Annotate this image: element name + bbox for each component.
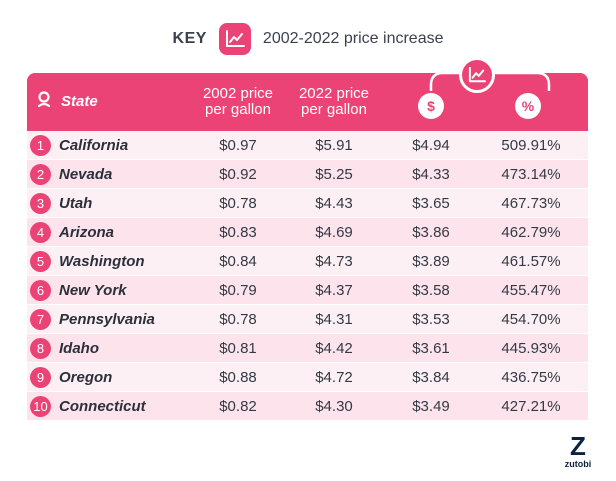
price-2022: $4.37: [315, 282, 353, 299]
increase-percent: 509.91%: [501, 137, 561, 154]
increase-dollar: $3.61: [412, 340, 450, 357]
increase-dollar: $3.65: [412, 195, 450, 212]
table-row: 8 Idaho $0.81 $4.42 $3.61 445.93%: [27, 334, 588, 363]
increase-dollar: $3.86: [412, 224, 450, 241]
increase-dollar: $3.89: [412, 253, 450, 270]
increase-dollar: $3.84: [412, 369, 450, 386]
rank-badge: 9: [30, 367, 51, 388]
increase-percent: 467.73%: [501, 195, 561, 212]
table-row: 10 Connecticut $0.82 $4.30 $3.49 427.21%: [27, 392, 588, 421]
increase-percent: 455.47%: [501, 282, 561, 299]
state-name: Connecticut: [59, 398, 146, 415]
increase-percent: 454.70%: [501, 311, 561, 328]
price-2022: $5.91: [315, 137, 353, 154]
header-2022: 2022 price per gallon: [289, 86, 379, 118]
price-2002: $0.84: [219, 253, 257, 270]
rank-badge: 2: [30, 164, 51, 185]
rank-badge: 10: [30, 396, 51, 417]
table-row: 1 California $0.97 $5.91 $4.94 509.91%: [27, 131, 588, 160]
header-2002: 2002 price per gallon: [193, 86, 283, 118]
state-name: Utah: [59, 195, 93, 212]
price-2022: $4.73: [315, 253, 353, 270]
header-2002-line1: 2002 price: [202, 85, 274, 102]
state-name: Pennsylvania: [59, 311, 155, 328]
increase-percent: 462.79%: [501, 224, 561, 241]
price-table: State 2002 price per gallon 2022 price p…: [27, 57, 588, 423]
header-state: State: [37, 91, 98, 111]
state-name: New York: [59, 282, 127, 299]
state-name: Washington: [59, 253, 145, 270]
rank-badge: 5: [30, 251, 51, 272]
table-row: 6 New York $0.79 $4.37 $3.58 455.47%: [27, 276, 588, 305]
price-2002: $0.92: [219, 166, 257, 183]
rank-badge: 8: [30, 338, 51, 359]
increase-percent: 436.75%: [501, 369, 561, 386]
price-2002: $0.88: [219, 369, 257, 386]
rank-badge: 1: [30, 135, 51, 156]
price-2022: $4.43: [315, 195, 353, 212]
price-2022: $4.69: [315, 224, 353, 241]
zutobi-logo: Z zutobi: [563, 433, 593, 473]
location-pin-icon: [37, 91, 51, 111]
table-row: 2 Nevada $0.92 $5.25 $4.33 473.14%: [27, 160, 588, 189]
header-2022-line1: 2022 price: [298, 85, 370, 102]
table-row: 9 Oregon $0.88 $4.72 $3.84 436.75%: [27, 363, 588, 392]
table-body: 1 California $0.97 $5.91 $4.94 509.91% 2…: [27, 131, 588, 421]
increase-dollar: $4.33: [412, 166, 450, 183]
header-2022-line2: per gallon: [301, 101, 367, 118]
price-2022: $4.42: [315, 340, 353, 357]
price-2002: $0.83: [219, 224, 257, 241]
increase-dollar: $3.53: [412, 311, 450, 328]
trend-chart-icon: [218, 23, 251, 55]
price-2022: $4.72: [315, 369, 353, 386]
increase-dollar: $3.58: [412, 282, 450, 299]
state-name: Idaho: [59, 340, 99, 357]
price-2002: $0.79: [219, 282, 257, 299]
price-2022: $4.30: [315, 398, 353, 415]
table-row: 4 Arizona $0.83 $4.69 $3.86 462.79%: [27, 218, 588, 247]
rank-badge: 7: [30, 309, 51, 330]
price-2002: $0.78: [219, 311, 257, 328]
price-2022: $5.25: [315, 166, 353, 183]
table-header: State 2002 price per gallon 2022 price p…: [27, 57, 588, 131]
table-row: 5 Washington $0.84 $4.73 $3.89 461.57%: [27, 247, 588, 276]
rank-badge: 6: [30, 280, 51, 301]
table-row: 3 Utah $0.78 $4.43 $3.65 467.73%: [27, 189, 588, 218]
key-legend: KEY 2002-2022 price increase: [0, 22, 616, 56]
rank-badge: 3: [30, 193, 51, 214]
state-name: Oregon: [59, 369, 113, 386]
price-2022: $4.31: [315, 311, 353, 328]
increase-percent: 427.21%: [501, 398, 561, 415]
state-name: Nevada: [59, 166, 113, 183]
increase-dollar: $3.49: [412, 398, 450, 415]
state-name: California: [59, 137, 129, 154]
increase-dollar: $4.94: [412, 137, 450, 154]
key-text: 2002-2022 price increase: [262, 30, 444, 47]
price-2002: $0.97: [219, 137, 257, 154]
logo-text: zutobi: [564, 459, 592, 469]
percent-icon: %: [515, 93, 541, 119]
rank-badge: 4: [30, 222, 51, 243]
increase-chart-icon: [459, 57, 495, 93]
logo-mark: Z: [570, 431, 586, 461]
price-2002: $0.82: [219, 398, 257, 415]
increase-percent: 445.93%: [501, 340, 561, 357]
header-state-label: State: [61, 92, 98, 110]
increase-percent: 461.57%: [501, 253, 561, 270]
dollar-icon: $: [418, 93, 444, 119]
key-label: KEY: [172, 30, 207, 47]
state-name: Arizona: [59, 224, 115, 241]
table-row: 7 Pennsylvania $0.78 $4.31 $3.53 454.70%: [27, 305, 588, 334]
increase-percent: 473.14%: [501, 166, 561, 183]
header-2002-line2: per gallon: [205, 101, 271, 118]
price-2002: $0.81: [219, 340, 257, 357]
price-2002: $0.78: [219, 195, 257, 212]
